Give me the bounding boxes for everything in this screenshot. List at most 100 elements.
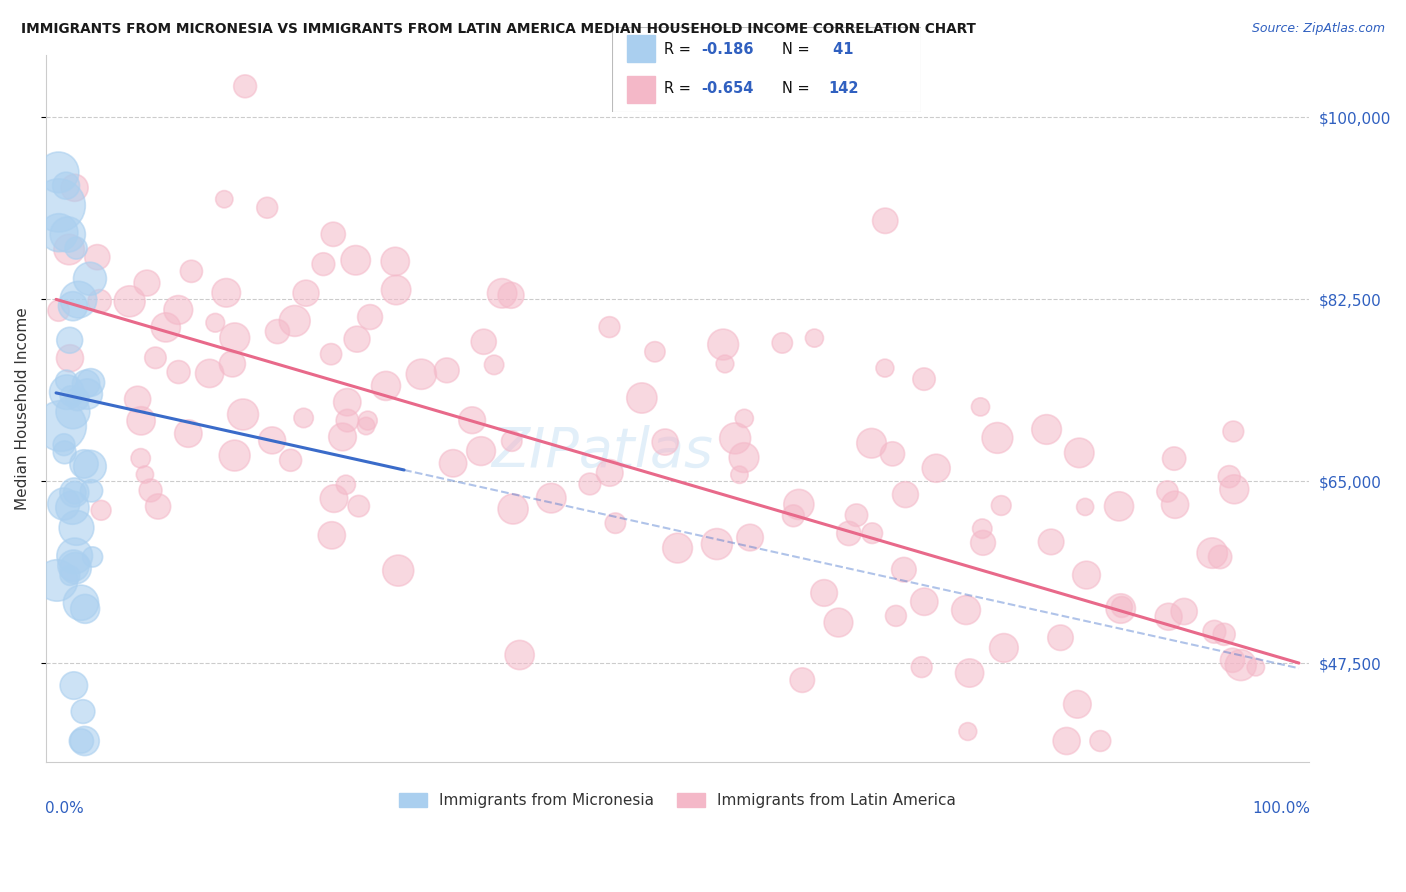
Point (1111, 599, 1133, 614)
Point (733, 450, 755, 465)
Point (129, 414, 152, 428)
Point (59, 389, 82, 403)
Point (845, 508, 868, 523)
Point (925, 461, 948, 475)
Point (76, 387, 98, 401)
Point (134, 467, 156, 482)
Point (344, 253, 367, 268)
Legend: Immigrants from Micronesia, Immigrants from Latin America: Immigrants from Micronesia, Immigrants f… (394, 787, 962, 814)
Point (782, 508, 804, 523)
Point (714, 357, 737, 371)
Point (55, 178, 77, 193)
Point (882, 447, 904, 461)
Text: 0.0%: 0.0% (45, 801, 83, 815)
Point (827, 615, 849, 630)
Point (972, 536, 994, 550)
Point (1244, 660, 1267, 674)
Point (323, 491, 346, 506)
Point (214, 192, 236, 206)
Text: -0.186: -0.186 (702, 42, 754, 57)
Point (295, 286, 318, 301)
Point (706, 537, 728, 551)
Point (956, 724, 979, 739)
Point (347, 499, 370, 513)
Point (354, 419, 377, 434)
Point (860, 526, 883, 541)
Point (67, 293, 90, 307)
Point (733, 411, 755, 425)
Point (48, 198, 70, 212)
Text: 41: 41 (828, 42, 853, 57)
Point (499, 288, 522, 302)
Point (204, 316, 226, 330)
Point (894, 488, 917, 502)
Point (470, 444, 492, 458)
Point (48, 303, 70, 318)
Point (1066, 698, 1088, 712)
Point (787, 498, 810, 512)
Bar (627, 36, 655, 62)
Point (1201, 546, 1223, 560)
Point (711, 337, 734, 351)
Point (1040, 535, 1063, 549)
Point (48, 226, 70, 240)
Point (53, 438, 76, 452)
Point (75, 602, 97, 616)
Y-axis label: Median Household Income: Median Household Income (15, 307, 30, 510)
Point (80, 483, 103, 498)
Point (1049, 631, 1071, 645)
Point (357, 414, 380, 428)
Point (1156, 484, 1178, 499)
Point (86, 250, 108, 264)
Point (73, 457, 96, 471)
Point (1223, 483, 1246, 497)
FancyBboxPatch shape (612, 27, 921, 112)
Text: N =: N = (782, 42, 814, 57)
Point (893, 563, 915, 577)
Text: 142: 142 (828, 81, 859, 96)
Point (359, 310, 381, 324)
Point (509, 648, 531, 662)
Point (969, 400, 991, 414)
Point (1213, 627, 1236, 641)
Point (198, 367, 221, 381)
Point (1108, 500, 1130, 514)
Point (177, 426, 200, 441)
Point (336, 414, 359, 428)
Point (813, 586, 835, 600)
Point (266, 325, 288, 339)
Point (167, 365, 190, 379)
Point (145, 351, 167, 365)
Point (502, 502, 524, 516)
Point (319, 347, 342, 361)
Point (803, 331, 825, 345)
Point (70, 734, 93, 748)
Point (1209, 549, 1232, 564)
Point (62, 558, 84, 573)
Point (472, 334, 495, 349)
Point (284, 314, 307, 328)
Point (384, 254, 406, 268)
Point (63, 181, 86, 195)
Point (911, 660, 934, 674)
Point (75, 376, 97, 391)
Text: N =: N = (782, 81, 814, 96)
Point (292, 411, 315, 425)
Point (82, 549, 104, 564)
Point (335, 477, 357, 491)
Point (58, 243, 80, 257)
Point (1109, 601, 1132, 615)
Point (860, 436, 883, 450)
Point (644, 344, 666, 359)
Point (1222, 425, 1244, 439)
Point (224, 331, 246, 345)
Point (884, 608, 907, 623)
Point (724, 431, 747, 445)
Point (411, 368, 433, 382)
Point (233, 79, 256, 94)
Point (387, 564, 409, 578)
Point (993, 640, 1015, 655)
Text: 100.0%: 100.0% (1253, 801, 1310, 815)
Point (262, 434, 284, 448)
Point (155, 320, 177, 334)
